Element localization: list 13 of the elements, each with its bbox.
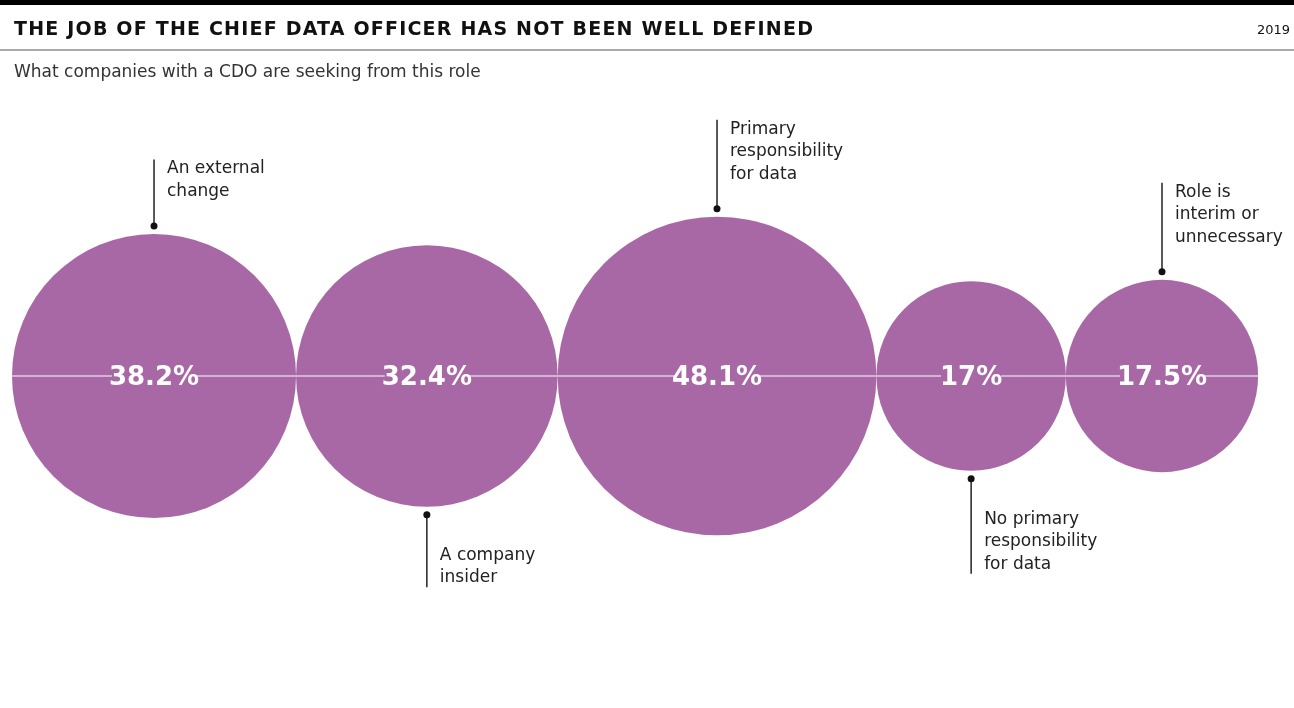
text: 2019 bbox=[1256, 22, 1290, 37]
category-label: No primary responsibility for data bbox=[984, 507, 1098, 573]
text: What companies with a CDO are seeking from this role bbox=[14, 61, 481, 81]
data-label: 38.2% bbox=[108, 361, 200, 391]
data-label: 48.1% bbox=[671, 361, 763, 391]
category-label: A company insider bbox=[439, 543, 536, 587]
category-label: An external change bbox=[167, 157, 265, 200]
data-label: 32.4% bbox=[381, 361, 472, 391]
category-label: Primary responsibility for data bbox=[730, 117, 844, 183]
text: THE JOB OF THE CHIEF DATA OFFICER HAS NOT BEEN WELL DEFINED bbox=[14, 17, 815, 39]
category-label: Role is interim or unnecessary bbox=[1175, 180, 1283, 246]
data-label: 17.5% bbox=[1116, 361, 1208, 391]
data-label: 17% bbox=[940, 361, 1003, 391]
